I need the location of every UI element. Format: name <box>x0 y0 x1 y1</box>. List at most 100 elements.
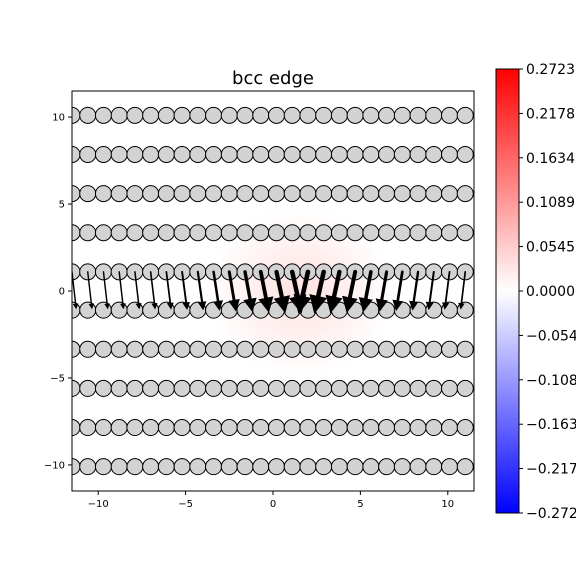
atom <box>142 145 160 163</box>
atom <box>189 185 207 203</box>
atom <box>252 340 270 358</box>
atom <box>236 145 254 163</box>
displacement-arrow <box>342 269 358 314</box>
atom <box>283 185 301 203</box>
atom <box>236 458 254 476</box>
atom <box>378 340 396 358</box>
atom <box>157 301 175 319</box>
atom <box>236 419 254 437</box>
atom <box>425 185 443 203</box>
atom <box>126 458 144 476</box>
colorbar-tick-label: −0.2178 <box>526 462 576 478</box>
atom <box>267 340 286 358</box>
atom <box>142 340 160 358</box>
atom <box>299 379 317 397</box>
colorbar-tick-label: −0.0545 <box>526 328 576 344</box>
atom <box>110 301 128 319</box>
atom <box>94 419 112 437</box>
atom <box>142 106 160 124</box>
atom <box>393 106 411 124</box>
atom <box>94 224 112 242</box>
atom <box>205 379 223 397</box>
displacement-arrow <box>87 271 95 310</box>
atom <box>157 379 175 397</box>
atom <box>252 185 270 203</box>
atom <box>315 224 333 242</box>
atom <box>157 145 175 163</box>
atom <box>409 224 427 242</box>
atom <box>252 145 270 163</box>
atom <box>189 419 207 437</box>
atom <box>205 185 223 203</box>
atom <box>441 145 459 163</box>
atom <box>126 185 144 203</box>
atom <box>393 419 411 437</box>
atom <box>94 106 112 124</box>
displacement-arrow <box>458 271 467 310</box>
atom <box>126 145 144 163</box>
atom <box>94 185 112 203</box>
atom <box>189 224 207 242</box>
x-axis: −10 −5 0 5 10 <box>88 491 454 510</box>
atom <box>378 185 396 203</box>
chart-title: bcc edge <box>232 68 314 89</box>
atom <box>267 458 286 476</box>
atom <box>205 458 223 476</box>
atom <box>330 145 348 163</box>
atom <box>456 106 474 124</box>
atom <box>142 379 160 397</box>
atom <box>173 340 191 358</box>
atom <box>79 379 97 397</box>
atom <box>94 340 112 358</box>
atom <box>157 340 175 358</box>
atom <box>236 106 254 124</box>
colorbar-gradient <box>495 68 520 514</box>
displacement-arrow <box>392 270 404 312</box>
atom <box>173 301 191 319</box>
atom <box>441 106 459 124</box>
displacement-arrow <box>358 270 373 313</box>
atom <box>346 340 364 358</box>
atom <box>425 224 443 242</box>
colorbar: 0.2723 0.2178 0.1634 0.1089 0.0545 0.0000 −0.0… <box>495 62 576 522</box>
atom <box>110 419 128 437</box>
displacement-arrow <box>181 270 190 310</box>
atom <box>330 458 348 476</box>
strain-field-glow <box>205 207 395 377</box>
atom <box>315 340 333 358</box>
atom <box>173 106 191 124</box>
atom <box>441 340 459 358</box>
atom-layer <box>72 106 474 476</box>
atom <box>362 185 380 203</box>
atom <box>126 340 144 358</box>
atom <box>110 185 128 203</box>
atom <box>110 458 128 476</box>
atom <box>79 340 97 358</box>
displacement-arrow <box>273 269 291 314</box>
atom <box>315 419 333 437</box>
atom <box>94 301 112 319</box>
atom <box>189 458 207 476</box>
atom <box>126 419 144 437</box>
displacement-arrow <box>72 271 79 310</box>
y-tick-label: −10 <box>44 460 65 471</box>
atom <box>126 224 144 242</box>
displacement-arrow <box>425 270 435 311</box>
atom <box>315 185 333 203</box>
atom <box>126 106 144 124</box>
atom <box>283 379 301 397</box>
atom <box>173 145 191 163</box>
atom <box>283 106 301 124</box>
atom <box>441 419 459 437</box>
atom <box>456 185 474 203</box>
atom <box>205 419 223 437</box>
x-tick-label: 5 <box>357 499 363 510</box>
atom <box>378 145 396 163</box>
atom <box>173 379 191 397</box>
atom <box>189 106 207 124</box>
atom <box>378 458 396 476</box>
displacement-arrow <box>118 271 126 310</box>
atom <box>409 458 427 476</box>
atom <box>110 145 128 163</box>
atom <box>315 145 333 163</box>
